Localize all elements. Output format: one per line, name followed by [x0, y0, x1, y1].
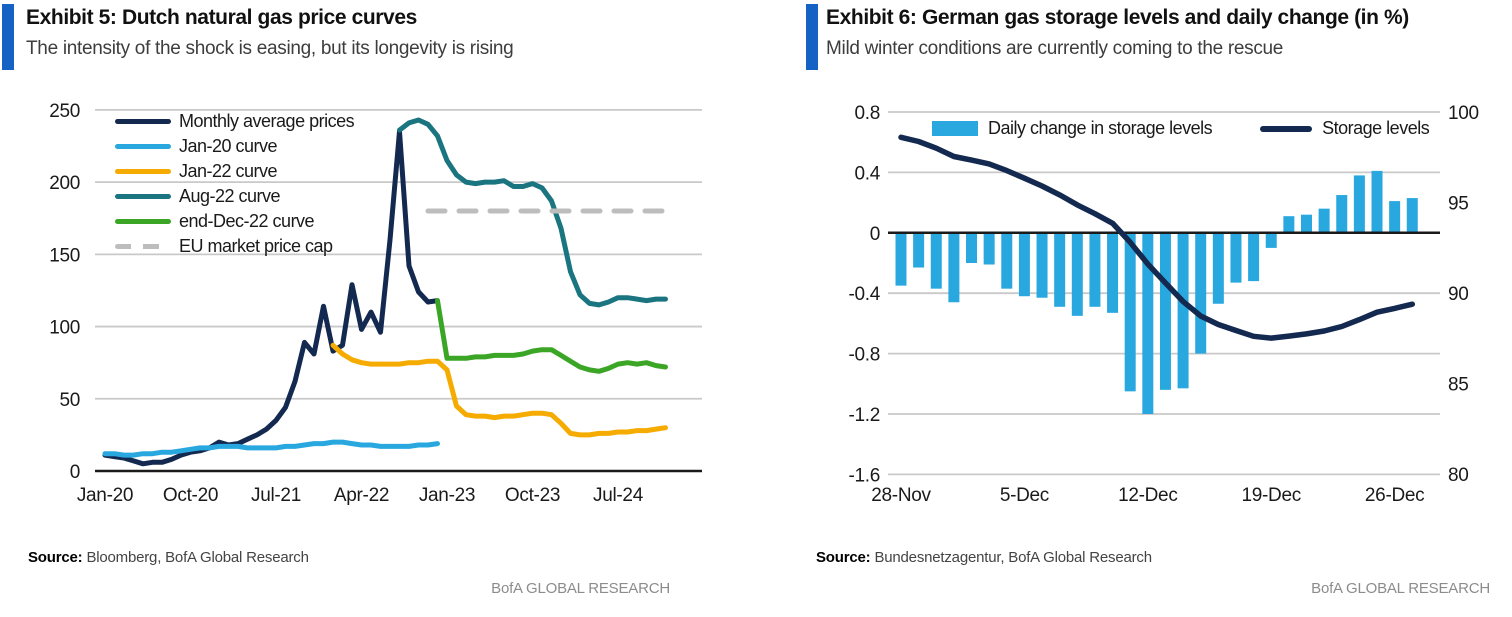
svg-text:-0.4: -0.4	[848, 284, 880, 305]
svg-text:Oct-23: Oct-23	[505, 485, 560, 506]
svg-text:0: 0	[870, 224, 880, 245]
source-text: Bundesnetzagentur, BofA Global Research	[874, 549, 1152, 566]
svg-text:0.8: 0.8	[854, 103, 880, 124]
svg-text:95: 95	[1448, 194, 1469, 215]
svg-text:Jan-23: Jan-23	[419, 485, 475, 506]
source-line: Source: Bloomberg, BofA Global Research	[28, 549, 309, 566]
svg-text:-0.8: -0.8	[848, 345, 880, 366]
svg-text:0: 0	[70, 462, 80, 483]
gas-price-curves-chart: 0 50 100 150 200 250 Jan-20 Oct-20 Jul-21 Apr-22 J…	[49, 101, 702, 506]
source-label: Source:	[28, 549, 83, 566]
monthly-average-swatch	[115, 119, 171, 124]
svg-text:Oct-20: Oct-20	[163, 485, 218, 506]
exhibit-6-title: Exhibit 6: German gas storage levels and…	[826, 6, 1409, 29]
svg-text:150: 150	[49, 245, 80, 266]
svg-text:-1.2: -1.2	[848, 405, 880, 426]
legend-label: Aug-22 curve	[179, 186, 281, 206]
source-label: Source:	[816, 549, 871, 566]
storage-levels-swatch	[1260, 125, 1313, 132]
svg-text:5-Dec: 5-Dec	[1000, 485, 1049, 506]
svg-text:100: 100	[1448, 103, 1479, 124]
svg-text:200: 200	[49, 173, 80, 194]
end-dec-22-swatch	[115, 219, 171, 224]
legend-label: Jan-22 curve	[179, 161, 278, 181]
svg-text:Apr-22: Apr-22	[334, 485, 389, 506]
exhibit-6-subtitle: Mild winter conditions are currently com…	[826, 38, 1284, 59]
exhibit-5-title: Exhibit 5: Dutch natural gas price curve…	[26, 6, 417, 29]
exhibit-5-panel: Exhibit 5: Dutch natural gas price curve…	[0, 0, 740, 617]
exhibit-5-subtitle: The intensity of the shock is easing, bu…	[26, 38, 514, 59]
legend-label: Storage levels	[1322, 118, 1430, 138]
svg-text:100: 100	[49, 318, 80, 339]
source-line: Source: Bundesnetzagentur, BofA Global Re…	[816, 549, 1152, 566]
svg-text:90: 90	[1448, 284, 1469, 305]
title-accent-bar	[806, 4, 818, 70]
exhibit-6-panel: Exhibit 6: German gas storage levels and…	[800, 0, 1512, 617]
svg-text:28-Nov: 28-Nov	[871, 485, 931, 506]
svg-text:19-Dec: 19-Dec	[1242, 485, 1301, 506]
aug-22-swatch	[115, 194, 171, 199]
legend-item-monthly-average: Monthly average prices	[115, 109, 355, 134]
jan-20-swatch	[115, 144, 171, 149]
svg-text:Jul-21: Jul-21	[251, 485, 301, 506]
legend-label: EU market price cap	[179, 236, 333, 256]
legend-item-jan-20-curve: Jan-20 curve	[115, 134, 354, 159]
legend-item-aug-22-curve: Aug-22 curve	[115, 184, 354, 209]
price-chart-legend: Monthly average prices Jan-20 curve Jan-…	[115, 109, 355, 259]
title-accent-bar	[2, 4, 14, 70]
daily-change-swatch	[932, 121, 978, 136]
legend-item-eu-price-cap: EU market price cap	[115, 234, 354, 259]
bofa-footer: BofA GLOBAL RESEARCH	[491, 580, 670, 597]
svg-text:80: 80	[1448, 465, 1469, 486]
svg-text:26-Dec: 26-Dec	[1365, 485, 1424, 506]
svg-text:85: 85	[1448, 375, 1469, 396]
svg-text:250: 250	[49, 101, 80, 122]
legend-label: end-Dec-22 curve	[179, 211, 315, 231]
svg-text:0.4: 0.4	[854, 163, 880, 184]
jan-22-swatch	[115, 169, 171, 174]
svg-text:Jul-24: Jul-24	[593, 485, 644, 506]
legend-item-jan-22-curve: Jan-22 curve	[115, 159, 354, 184]
eu-price-cap-swatch	[115, 244, 171, 249]
source-text: Bloomberg, BofA Global Research	[86, 549, 309, 566]
storage-chart-legend: Daily change in storage levels Storage l…	[932, 118, 1430, 139]
svg-text:12-Dec: 12-Dec	[1118, 485, 1177, 506]
svg-text:-1.6: -1.6	[848, 465, 880, 486]
gas-storage-chart: 0.8 0.4 0 -0.4 -0.8 -1.2 -1.6 100 95 90 85 80 28-Nov…	[848, 103, 1479, 506]
legend-label: Jan-20 curve	[179, 136, 278, 156]
bofa-footer: BofA GLOBAL RESEARCH	[1311, 580, 1490, 597]
legend-label: Monthly average prices	[179, 111, 355, 131]
svg-text:50: 50	[59, 390, 80, 411]
svg-text:Jan-20: Jan-20	[77, 485, 133, 506]
legend-label: Daily change in storage levels	[988, 118, 1213, 138]
legend-item-end-dec-22-curve: end-Dec-22 curve	[115, 209, 354, 234]
